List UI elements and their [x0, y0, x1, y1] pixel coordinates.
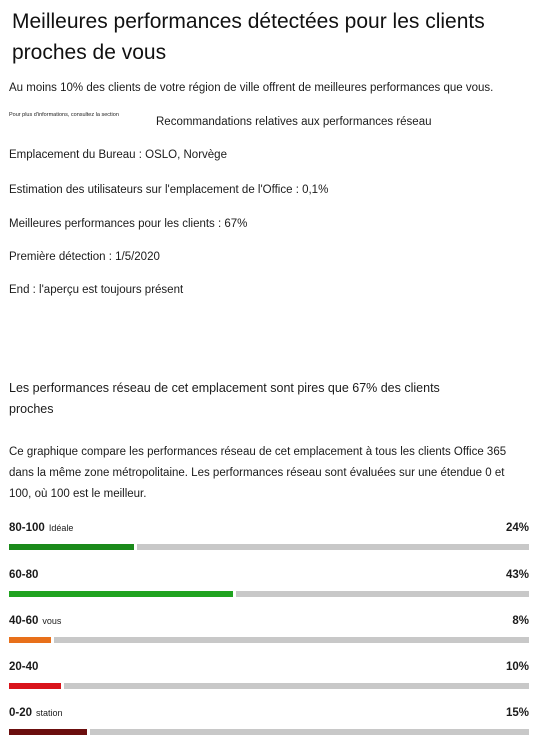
range-tag: vous — [42, 616, 62, 626]
range-bar-track — [9, 683, 529, 689]
range-bar-track — [9, 637, 529, 643]
range-bar-track — [9, 591, 529, 597]
range-bar-gap — [51, 637, 54, 643]
range-tag: station — [36, 708, 63, 718]
users-estimate: Estimation des utilisateurs sur l'emplac… — [9, 184, 329, 196]
range-label: 0-20 station — [9, 707, 63, 719]
range-row: 60-80 43% — [9, 569, 529, 609]
range-bar-track — [9, 729, 529, 735]
better-clients: Meilleures performances pour les clients… — [9, 218, 248, 230]
intro-text: Au moins 10% des clients de votre région… — [9, 82, 494, 94]
range-row: 20-40 10% — [9, 661, 529, 701]
range-bar-gap — [61, 683, 64, 689]
range-percent: 10% — [505, 661, 529, 673]
comparison-description: Ce graphique compare les performances ré… — [9, 446, 507, 500]
range-value: 0-20 — [9, 707, 33, 719]
insight-end: End : l'aperçu est toujours présent — [9, 284, 184, 296]
range-bar-fill — [9, 683, 61, 689]
range-row: 40-60 vous 8% — [9, 615, 529, 655]
range-percent: 15% — [505, 707, 529, 719]
range-value: 60-80 — [9, 569, 39, 581]
range-label: 60-80 — [9, 569, 38, 581]
range-row: 80-100 Idéale 24% — [9, 522, 529, 562]
first-detected: Première détection : 1/5/2020 — [9, 251, 160, 263]
range-value: 20-40 — [9, 661, 39, 673]
range-percent: 24% — [505, 522, 529, 534]
range-label: 20-40 — [9, 661, 38, 673]
range-bar-fill — [9, 729, 87, 735]
range-tag: Idéale — [48, 523, 74, 533]
more-info-text: Pour plus d'informations, consultez la s… — [9, 112, 119, 118]
range-percent: 8% — [512, 615, 529, 627]
comparison-heading: Les performances réseau de cet emplaceme… — [9, 381, 440, 416]
range-value: 40-60 — [9, 615, 39, 627]
range-value: 80-100 — [9, 522, 45, 534]
range-percent: 43% — [505, 569, 529, 581]
range-row: 0-20 station 15% — [9, 707, 529, 747]
range-bar-fill — [9, 591, 233, 597]
recommendations-link[interactable]: Recommandations relatives aux performanc… — [156, 116, 432, 128]
range-bar-gap — [87, 729, 90, 735]
range-bar-gap — [233, 591, 236, 597]
page-title: Meilleures performances détectées pour l… — [12, 10, 485, 64]
range-bar-fill — [9, 544, 134, 550]
range-bar-track — [9, 544, 529, 550]
range-label: 80-100 Idéale — [9, 522, 73, 534]
range-label: 40-60 vous — [9, 615, 61, 627]
range-bar-gap — [134, 544, 137, 550]
office-location: Emplacement du Bureau : OSLO, Norvège — [9, 149, 227, 161]
range-bar-fill — [9, 637, 51, 643]
